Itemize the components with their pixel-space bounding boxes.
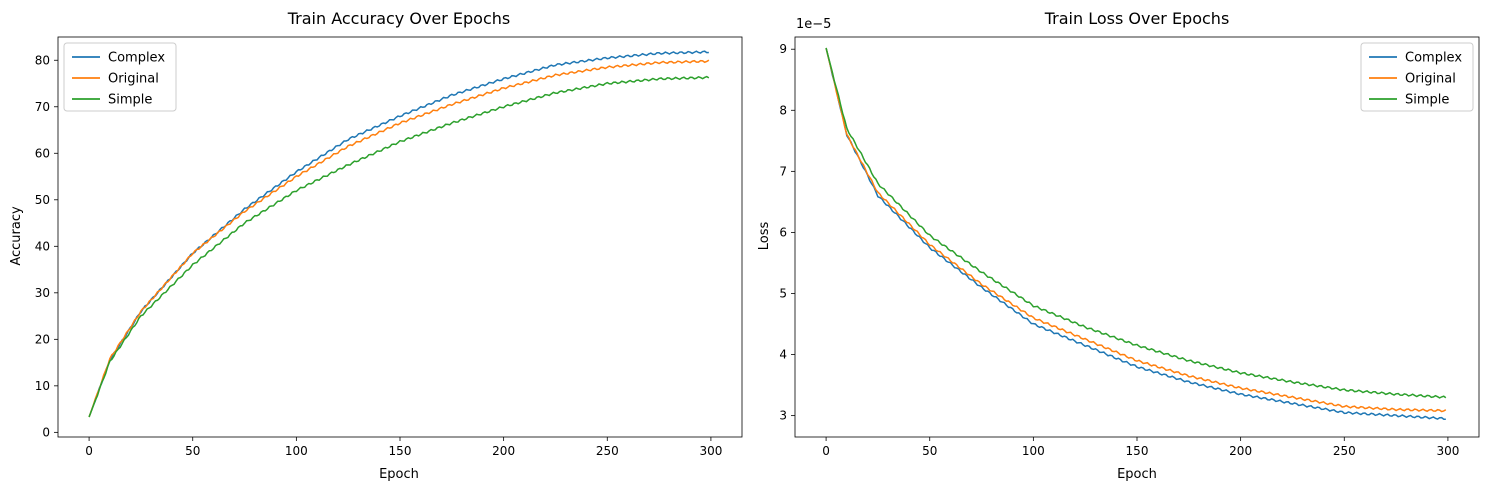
accuracy-y-tick-label: 60 (35, 146, 50, 160)
loss-x-tick-label: 100 (1022, 444, 1045, 458)
accuracy-legend-label-original: Original (108, 72, 159, 87)
loss-x-tick-label: 250 (1333, 444, 1356, 458)
accuracy-y-axis-label: Accuracy (9, 206, 24, 266)
accuracy-x-tick-label: 300 (699, 444, 722, 458)
loss-x-axis-label: Epoch (1117, 467, 1157, 482)
accuracy-legend-box (63, 42, 177, 112)
accuracy-x-tick-label: 200 (492, 444, 515, 458)
accuracy-series-complex-line (88, 50, 709, 418)
accuracy-y-tick-label: 50 (35, 193, 50, 207)
loss-legend-label-simple: Simple (1405, 93, 1449, 108)
loss-plot-area: 0 50 100 150 200 250 300 3 4 5 6 7 8 9 Complex Original… (779, 36, 1480, 458)
loss-series-complex-line (825, 47, 1446, 421)
loss-y-tick-label: 5 (779, 286, 787, 300)
accuracy-x-tick-label: 250 (596, 444, 619, 458)
loss-series-original-line (825, 47, 1447, 413)
accuracy-y-tick-label: 70 (35, 100, 50, 114)
loss-legend-box (1360, 42, 1474, 112)
loss-offset-text: 1e−5 (796, 17, 831, 32)
accuracy-y-tick-label: 10 (35, 379, 50, 393)
loss-x-tick-label: 300 (1436, 444, 1459, 458)
loss-series-simple-line (825, 47, 1447, 399)
accuracy-x-axis-label: Epoch (379, 467, 419, 482)
accuracy-y-tick-label: 80 (35, 53, 50, 67)
accuracy-x-tick-label: 0 (85, 444, 93, 458)
loss-y-tick-label: 6 (779, 225, 787, 239)
accuracy-legend-label-simple: Simple (108, 93, 152, 108)
accuracy-y-tick-label: 0 (42, 425, 50, 439)
accuracy-y-tick-label: 30 (35, 286, 50, 300)
loss-y-tick-label: 7 (779, 164, 787, 178)
accuracy-y-tick-label: 20 (35, 332, 50, 346)
accuracy-legend-label-complex: Complex (108, 51, 165, 66)
loss-chart-title: Train Loss Over Epochs (1044, 9, 1230, 28)
loss-chart: Train Loss Over Epochs Epoch Loss 1e−5 0… (757, 9, 1480, 482)
accuracy-series-original-line (88, 59, 710, 418)
accuracy-y-tick-label: 40 (35, 239, 50, 253)
loss-x-tick-label: 50 (922, 444, 937, 458)
loss-x-tick-label: 200 (1229, 444, 1252, 458)
accuracy-plot-area: 0 50 100 150 200 250 300 0 10 20 30 40 50 60 70 80 Compl… (35, 36, 743, 458)
loss-y-tick-label: 8 (779, 103, 787, 117)
loss-y-tick-label: 4 (779, 348, 787, 362)
accuracy-chart: Train Accuracy Over Epochs Epoch Accurac… (9, 9, 743, 482)
accuracy-chart-title: Train Accuracy Over Epochs (287, 9, 511, 28)
accuracy-series-simple-line (88, 75, 710, 418)
loss-legend-label-complex: Complex (1405, 51, 1462, 66)
loss-x-tick-label: 0 (822, 444, 830, 458)
loss-x-tick-label: 150 (1126, 444, 1149, 458)
loss-y-tick-label: 3 (779, 409, 787, 423)
loss-y-axis-label: Loss (757, 222, 772, 251)
accuracy-x-tick-label: 100 (285, 444, 308, 458)
loss-legend-label-original: Original (1405, 72, 1456, 87)
loss-y-tick-label: 9 (779, 42, 787, 56)
accuracy-x-tick-label: 50 (185, 444, 200, 458)
accuracy-x-tick-label: 150 (389, 444, 412, 458)
